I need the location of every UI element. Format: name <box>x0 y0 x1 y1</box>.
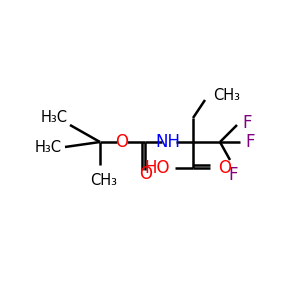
Text: H₃C: H₃C <box>41 110 68 125</box>
Text: F: F <box>245 133 254 151</box>
Text: CH₃: CH₃ <box>213 88 240 103</box>
Text: O: O <box>218 159 231 177</box>
Text: O: O <box>116 133 128 151</box>
Text: NH: NH <box>155 133 181 151</box>
Text: F: F <box>228 166 238 184</box>
Text: F: F <box>242 114 251 132</box>
Text: CH₃: CH₃ <box>91 173 118 188</box>
Text: H₃C: H₃C <box>35 140 62 154</box>
Text: HO: HO <box>145 159 170 177</box>
Text: O: O <box>140 165 152 183</box>
